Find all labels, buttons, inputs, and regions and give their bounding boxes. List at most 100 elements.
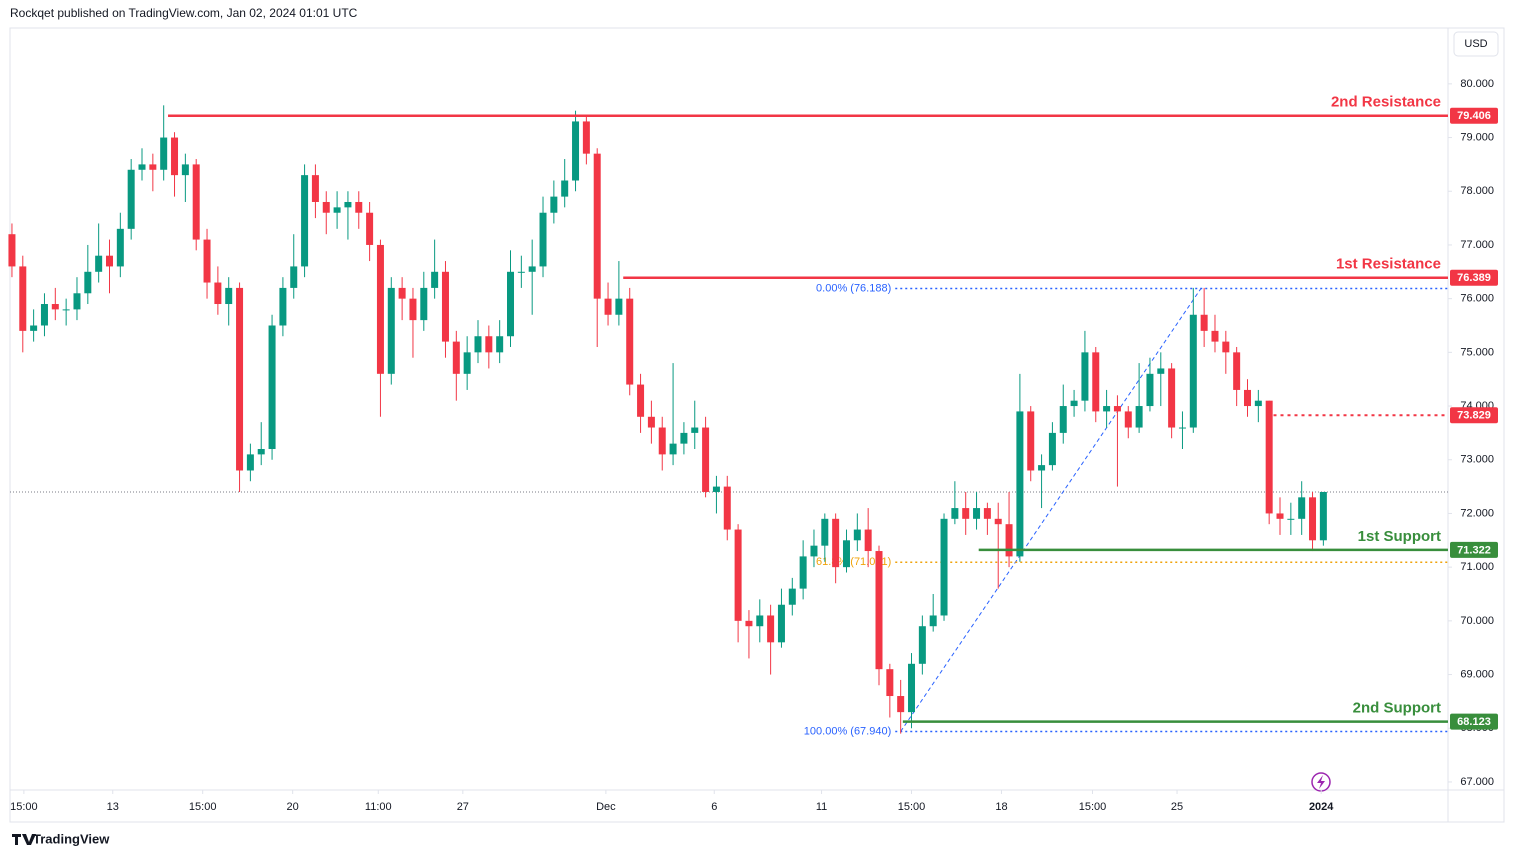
x-tick-label: 25 (1171, 801, 1183, 813)
y-tick-label: 79.000 (1460, 131, 1494, 143)
candle-body (951, 508, 959, 519)
y-tick-label: 78.000 (1460, 185, 1494, 197)
candle-body (301, 175, 309, 267)
candle-body (1200, 314, 1208, 331)
candle-body (8, 234, 16, 267)
candle-body (1059, 406, 1067, 433)
candle-body (886, 669, 894, 697)
level-label: 2nd Support (1353, 700, 1441, 717)
candle-body (918, 626, 926, 664)
candle-body (1298, 497, 1306, 519)
candle-body (572, 121, 580, 181)
price-tag (1450, 541, 1498, 558)
candle-body (95, 255, 103, 272)
candle-body (908, 663, 916, 713)
candle-body (268, 325, 276, 450)
candle-body (105, 255, 113, 267)
candle-body (669, 443, 677, 455)
price-tag (1450, 407, 1498, 424)
y-tick-label: 77.000 (1460, 239, 1494, 251)
candle-body (485, 336, 493, 353)
candle-body (376, 244, 384, 374)
candle-body (40, 304, 48, 326)
candle-body (1135, 406, 1143, 428)
candle-body (1016, 411, 1024, 557)
candle-body (398, 287, 406, 299)
candle-body (788, 588, 796, 605)
x-tick-label: 15:00 (898, 801, 926, 813)
candle-body (561, 180, 569, 197)
candle-body (637, 384, 645, 417)
candle-body (745, 620, 753, 627)
fib-label: 100.00% (67.940) (804, 725, 891, 737)
price-tag (1450, 713, 1498, 730)
x-tick-label: 2024 (1309, 801, 1334, 813)
candle-body (615, 298, 623, 315)
price-tag (1450, 269, 1498, 286)
x-tick-label: 20 (287, 801, 299, 813)
candle-body (1189, 314, 1197, 428)
candle-body (517, 271, 525, 273)
y-tick-label: 67.000 (1460, 776, 1494, 788)
candle-body (387, 287, 395, 374)
candle-body (1038, 465, 1046, 471)
candle-body (333, 207, 341, 213)
event-bolt (1317, 775, 1325, 789)
x-tick-label: 11:00 (365, 801, 392, 813)
candle-body (1168, 368, 1176, 428)
candle-body (647, 416, 655, 428)
candle-body (680, 432, 688, 444)
candle-body (225, 287, 233, 305)
frame (9, 27, 1505, 823)
candle-body (1124, 411, 1132, 428)
candle-body (507, 271, 515, 337)
currency-button[interactable] (1453, 31, 1499, 57)
candle-body (366, 212, 374, 245)
candle-body (767, 615, 775, 643)
candle-body (1287, 518, 1295, 520)
candle-body (246, 454, 254, 471)
y-tick-label: 80.000 (1460, 78, 1494, 90)
candle-body (1319, 491, 1327, 541)
candle-body (160, 137, 168, 170)
candle-body (409, 298, 417, 321)
candle-body (257, 449, 265, 455)
candle-body (1309, 497, 1317, 541)
level-label: 1st Resistance (1336, 256, 1441, 273)
candle-body (810, 545, 818, 557)
brand-logo (12, 834, 36, 845)
price-tag-label: 79.406 (1457, 110, 1491, 122)
price-tag (1450, 107, 1498, 124)
candle-body (875, 551, 883, 670)
candle-body (1070, 400, 1078, 407)
candle-body (1157, 368, 1165, 374)
candle-body (1103, 406, 1111, 412)
fib-trend (900, 288, 1202, 732)
candle-body (1113, 406, 1121, 412)
currency[interactable]: USD (1464, 38, 1487, 50)
x-tick-label: 15:00 (189, 801, 217, 813)
candle-body (149, 164, 157, 170)
candle-body (431, 271, 439, 288)
price-tag-label: 73.829 (1457, 410, 1491, 422)
candle-body (853, 529, 861, 541)
candle-body (138, 164, 146, 170)
candle-body (355, 201, 363, 213)
candle-body (734, 529, 742, 621)
candle-body (756, 615, 764, 627)
candle-body (973, 508, 981, 519)
candle-body (1211, 330, 1219, 342)
level-label: 2nd Resistance (1331, 94, 1441, 111)
x-tick-label: 15:00 (10, 801, 38, 813)
y-tick-label: 72.000 (1460, 507, 1494, 519)
candle-body (929, 615, 937, 627)
candle-body (496, 336, 504, 353)
x-tick-label: 18 (995, 801, 1007, 813)
candle-body (62, 309, 70, 311)
candle-body (127, 169, 135, 229)
candle-body (420, 287, 428, 321)
candle-body (214, 282, 222, 305)
price-tag-label: 76.389 (1457, 272, 1491, 284)
